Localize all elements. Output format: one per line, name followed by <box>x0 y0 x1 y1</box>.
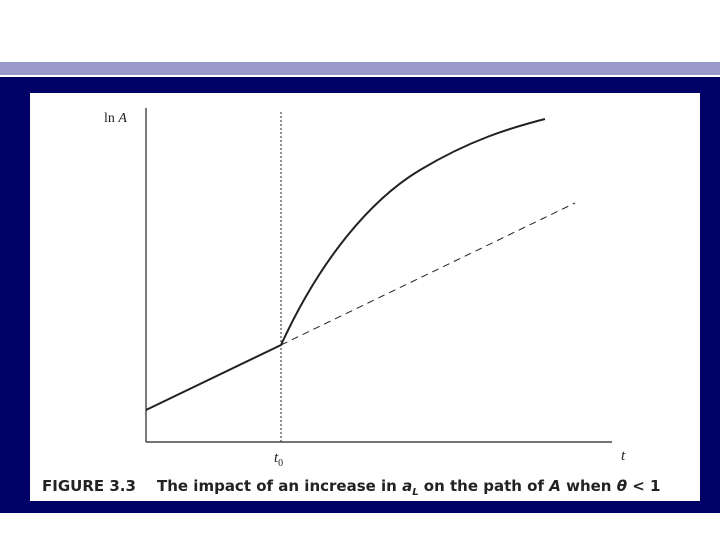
caption-variable: a <box>402 477 412 495</box>
y-label-prefix: ln <box>104 111 115 126</box>
caption-number: FIGURE 3.3 <box>42 477 136 495</box>
t0-base: t <box>274 450 279 466</box>
y-label-variable: A <box>117 111 127 126</box>
t0-label: t0 <box>274 450 283 469</box>
x-axis-label: t <box>621 448 626 464</box>
header-band <box>0 62 720 75</box>
caption-text: on the path of <box>419 477 550 495</box>
y-axis-label: ln A <box>104 111 127 126</box>
t0-subscript: 0 <box>278 458 283 469</box>
path-of-A <box>145 118 546 411</box>
caption-text: when <box>561 477 617 495</box>
caption-text: < 1 <box>627 477 660 495</box>
caption-variable: θ <box>617 477 627 495</box>
original-path <box>280 202 576 346</box>
figure-panel <box>30 93 700 501</box>
caption-subscript: L <box>412 487 418 498</box>
caption-variable: A <box>548 477 561 495</box>
caption: FIGURE 3.3 The impact of an increase in a… <box>42 477 660 498</box>
caption-text: The impact of an increase in <box>157 477 402 495</box>
